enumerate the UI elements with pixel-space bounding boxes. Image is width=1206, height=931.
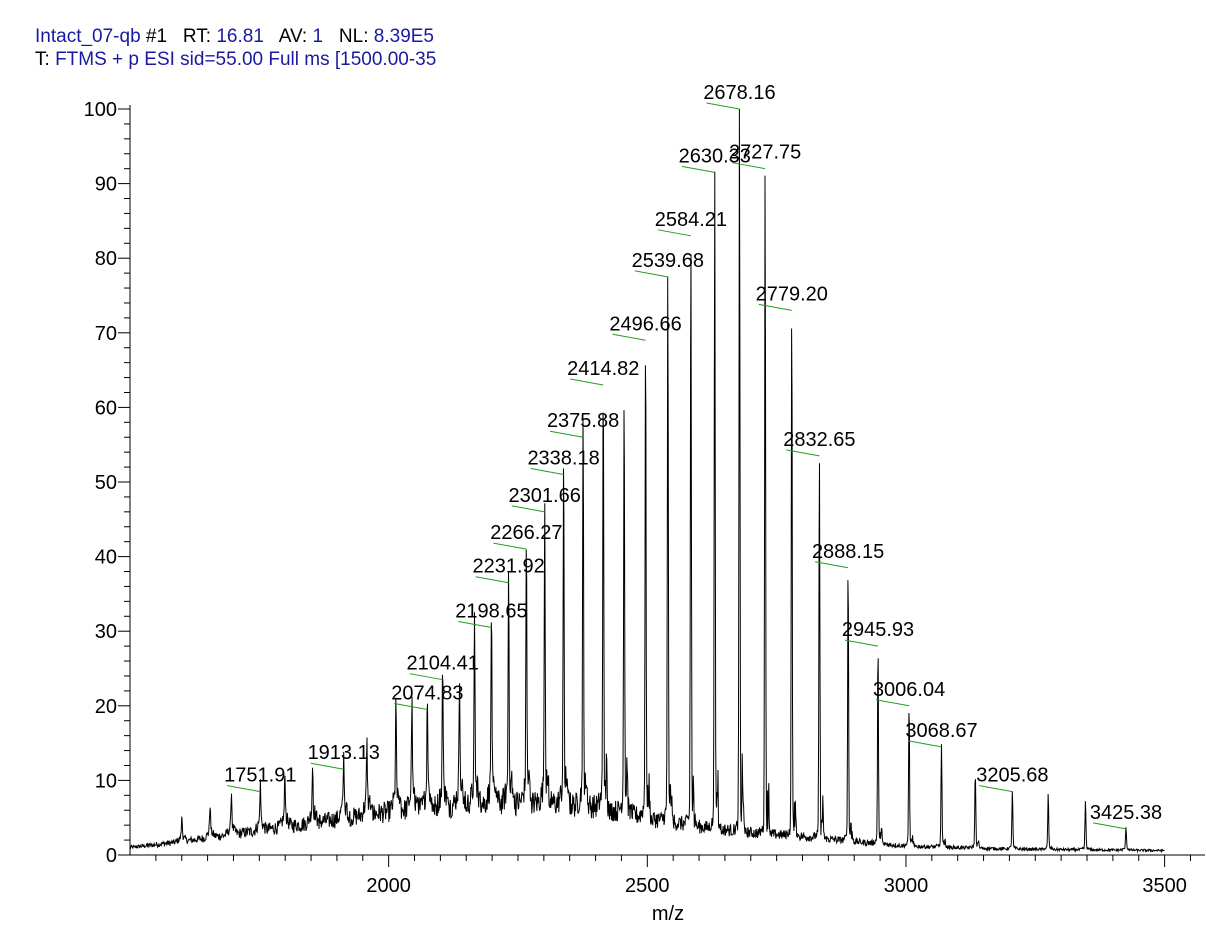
peak-label-leader: [875, 699, 910, 707]
rt-label: RT:: [182, 26, 212, 47]
av-label: AV:: [278, 26, 308, 47]
x-axis-title: m/z: [652, 903, 684, 925]
peak-label: 2338.18: [527, 448, 599, 470]
peak-label-leader: [612, 333, 646, 341]
x-tick-label: 3500: [1142, 875, 1187, 897]
peak-label-leader: [706, 102, 740, 110]
peak-label-leader: [570, 378, 604, 386]
peak-label: 2539.68: [632, 250, 704, 272]
y-tick-label: 100: [84, 99, 117, 121]
y-tick-label: 20: [95, 696, 117, 718]
peak-label: 2678.16: [703, 82, 775, 104]
peak-label-leader: [530, 468, 564, 476]
peak-label-leader: [758, 303, 792, 311]
scan-header-line-2: T: FTMS + p ESI sid=55.00 Full ms [1500.…: [35, 49, 436, 71]
peak-label-leader: [786, 449, 820, 457]
nl-value: 8.39E5: [373, 26, 435, 47]
y-tick-label: 50: [95, 472, 117, 494]
y-tick-label: 80: [95, 248, 117, 270]
peak-label-leader: [732, 162, 766, 170]
peak-label-leader: [634, 270, 668, 278]
spectrum-trace: [129, 108, 1165, 854]
peak-label-leader: [908, 740, 942, 748]
peak-label-leader: [815, 561, 849, 569]
scan-header-line-1: Intact_07-qb #1 RT: 16.81 AV: 1 NL: 8.39…: [35, 26, 434, 48]
peak-label: 2496.66: [609, 313, 681, 335]
peak-label: 3205.68: [976, 765, 1048, 787]
peak-label: 1913.13: [308, 742, 380, 764]
filter-value: FTMS + p ESI sid=55.00 Full ms [1500.00-…: [55, 49, 437, 70]
x-tick-label: 3000: [884, 875, 929, 897]
x-tick-label: 2500: [625, 875, 670, 897]
scan-number: #1: [145, 26, 168, 47]
rt-value: 16.81: [216, 26, 264, 47]
peak-label-leader: [409, 673, 443, 681]
peak-label-leader: [979, 785, 1013, 793]
peak-label: 2198.65: [455, 600, 527, 622]
y-tick-label: 0: [106, 845, 117, 867]
peak-label: 2074.83: [391, 683, 463, 705]
peak-label-leader: [475, 576, 509, 584]
peak-label: 3425.38: [1090, 802, 1162, 824]
peak-label: 2888.15: [812, 541, 884, 563]
peak-label: 2945.93: [842, 619, 914, 641]
peak-label: 2630.33: [679, 145, 751, 167]
y-tick-label: 30: [95, 621, 117, 643]
peak-label: 2266.27: [490, 522, 562, 544]
peak-label-leader: [493, 542, 527, 550]
y-tick-label: 10: [95, 770, 117, 792]
peak-label-leader: [550, 430, 584, 438]
peak-label-leader: [1092, 822, 1127, 830]
peak-label: 3006.04: [873, 679, 945, 701]
peak-label: 2231.92: [472, 556, 544, 578]
peak-label: 2414.82: [567, 358, 639, 380]
nl-label: NL:: [338, 26, 369, 47]
peak-label: 2584.21: [655, 209, 727, 231]
peak-label-leader: [394, 703, 428, 711]
peak-label: 2779.20: [756, 283, 828, 305]
y-tick-label: 60: [95, 397, 117, 419]
peak-label-leader: [511, 505, 545, 513]
peak-label: 2727.75: [729, 142, 801, 164]
peak-label-leader: [657, 229, 691, 237]
y-tick-label: 70: [95, 323, 117, 345]
peak-label-leader: [458, 620, 492, 628]
peak-label: 2832.65: [783, 429, 855, 451]
peak-label: 3068.67: [905, 720, 977, 742]
peak-label-leader: [227, 785, 261, 793]
av-value: 1: [312, 26, 324, 47]
peak-label-leader: [681, 165, 715, 173]
y-tick-label: 90: [95, 174, 117, 196]
filter-label: T:: [35, 49, 50, 70]
peak-label: 2301.66: [509, 485, 581, 507]
peak-label-leader: [310, 762, 344, 770]
peak-label: 2104.41: [407, 653, 479, 675]
scan-label: Intact_07-qb: [35, 26, 141, 47]
x-tick-label: 2000: [366, 875, 411, 897]
peak-label: 2375.88: [547, 410, 619, 432]
y-tick-label: 40: [95, 547, 117, 569]
peak-label-leader: [844, 639, 879, 647]
peak-label: 1751.91: [224, 765, 296, 787]
